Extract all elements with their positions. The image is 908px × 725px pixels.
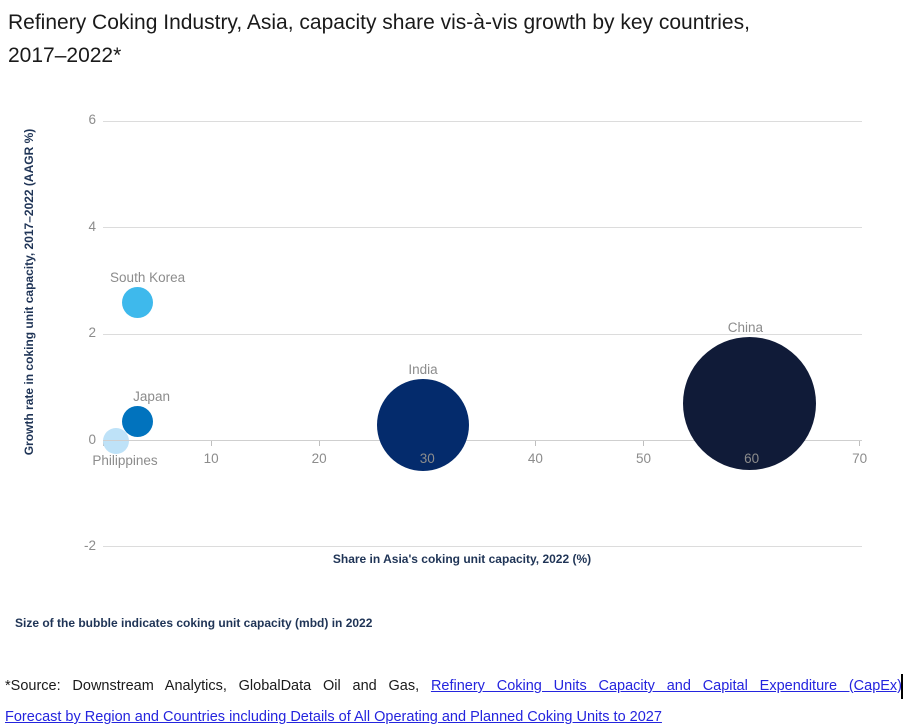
x-axis-title: Share in Asia's coking unit capacity, 20… <box>332 552 592 566</box>
gridline-y-2 <box>103 546 862 548</box>
x-tick-label-30: 30 <box>419 451 435 466</box>
x-tick-label-60: 60 <box>744 451 760 466</box>
source-link[interactable]: Refinery Coking Units Capacity and Capit… <box>430 678 903 694</box>
y-tick-label--2: -2 <box>83 537 96 553</box>
bubble-south-korea <box>122 286 154 318</box>
bubble-size-footnote: Size of the bubble indicates coking unit… <box>15 616 373 630</box>
y-tick-label-6: 6 <box>88 112 96 128</box>
x-tick-mark-70 <box>859 441 861 446</box>
page-title-line1: Refinery Coking Industry, Asia, capacity… <box>8 11 750 34</box>
bubble-label-china: China <box>727 319 764 335</box>
x-tick-mark-50 <box>643 441 644 446</box>
page-title: Refinery Coking Industry, Asia, capacity… <box>8 6 898 72</box>
source-link-continued[interactable]: Forecast by Region and Countries includi… <box>5 709 662 725</box>
x-tick-mark-10 <box>210 441 212 446</box>
y-tick-label-4: 4 <box>88 218 96 234</box>
source-prefix: *Source: Downstream Analytics, GlobalDat… <box>5 678 431 694</box>
x-tick-label-70: 70 <box>852 451 868 466</box>
bubble-label-japan: Japan <box>133 389 170 405</box>
bubble-india <box>376 378 469 471</box>
source-line-2: Forecast by Region and Countries includi… <box>5 702 902 725</box>
x-tick-mark-20 <box>318 441 320 446</box>
gridline-y2 <box>103 333 862 335</box>
bubble-chart: Growth rate in coking unit capacity, 201… <box>22 112 868 566</box>
source-line-1: *Source: Downstream Analytics, GlobalDat… <box>5 671 902 702</box>
x-tick-label-40: 40 <box>527 451 543 466</box>
bubble-label-india: India <box>408 361 438 377</box>
x-tick-label-20: 20 <box>311 451 327 466</box>
x-tick-label-10: 10 <box>203 451 219 466</box>
x-tick-label-50: 50 <box>635 451 652 466</box>
x-tick-mark-40 <box>534 441 536 446</box>
source-text: *Source: Downstream Analytics, GlobalDat… <box>5 671 902 725</box>
gridline-y6 <box>103 120 862 122</box>
bubble-china <box>682 336 816 470</box>
bubble-japan <box>122 406 154 438</box>
text-cursor <box>901 674 903 699</box>
x-axis-line <box>103 440 862 441</box>
bubble-label-south-korea: South Korea <box>110 269 186 285</box>
bubble-label-philippines: Philippines <box>92 452 158 468</box>
gridline-y4 <box>103 227 862 229</box>
y-tick-label-0: 0 <box>88 431 96 447</box>
y-axis-title: Growth rate in coking unit capacity, 201… <box>22 128 36 456</box>
page-title-line2: 2017–2022* <box>8 44 122 67</box>
y-tick-label-2: 2 <box>88 325 96 341</box>
